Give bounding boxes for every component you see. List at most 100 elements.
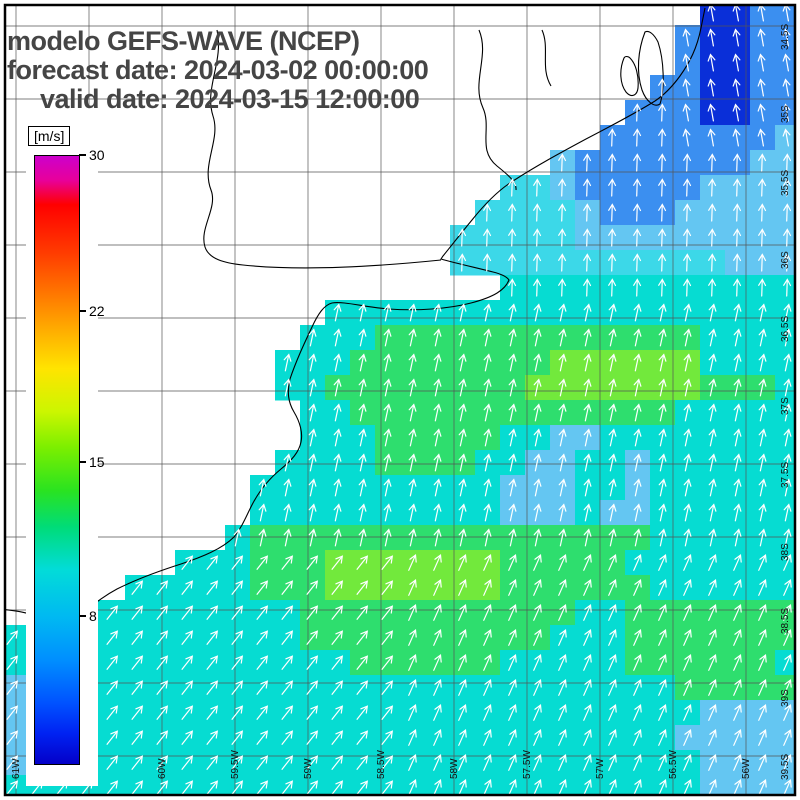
wind-arrow-icon	[331, 755, 344, 770]
wind-arrow-icon	[533, 478, 542, 497]
wave-cell	[575, 375, 601, 401]
wave-cell	[775, 200, 795, 226]
wave-cell	[575, 450, 601, 476]
wind-arrow-icon	[608, 303, 617, 322]
wind-arrow-icon	[356, 780, 369, 795]
wave-cell	[750, 525, 776, 551]
wind-arrow-icon	[256, 730, 269, 745]
wind-arrow-icon	[583, 353, 592, 372]
wind-arrow-icon	[106, 730, 119, 745]
wave-cell	[750, 275, 776, 301]
wind-arrow-icon	[231, 605, 244, 620]
wind-arrow-icon	[383, 453, 392, 472]
wave-cell	[575, 275, 601, 301]
wind-arrow-icon	[608, 228, 617, 247]
wave-cell	[400, 525, 426, 551]
wind-arrow-icon	[658, 403, 667, 422]
wave-cell	[650, 450, 676, 476]
wind-arrow-icon	[231, 630, 244, 645]
wind-arrow-icon	[558, 328, 567, 347]
wave-cell	[550, 175, 576, 201]
wave-cell	[650, 525, 676, 551]
wind-arrow-icon	[483, 453, 492, 472]
wind-arrow-icon	[156, 680, 169, 695]
wind-arrow-icon	[633, 278, 642, 297]
wind-arrow-icon	[533, 629, 542, 646]
wave-cell	[650, 375, 676, 401]
latitude-label: 36.5S	[780, 316, 791, 342]
wind-arrow-icon	[281, 655, 294, 670]
wind-arrow-icon	[508, 554, 517, 571]
wind-arrow-icon	[433, 403, 442, 422]
wind-arrow-icon	[483, 328, 492, 347]
wind-arrow-icon	[658, 478, 667, 497]
wind-arrow-icon	[558, 453, 567, 472]
wind-arrow-icon	[458, 604, 467, 621]
wave-cell	[750, 175, 776, 201]
wind-arrow-icon	[683, 629, 692, 646]
wave-cell	[600, 475, 626, 501]
wind-arrow-icon	[508, 779, 517, 795]
wind-arrow-icon	[708, 629, 717, 646]
wind-arrow-icon	[256, 655, 269, 670]
wave-cell	[500, 325, 526, 351]
wind-arrow-icon	[508, 303, 517, 322]
wind-arrow-icon	[608, 629, 617, 646]
wind-arrow-icon	[256, 680, 269, 695]
wind-arrow-icon	[682, 28, 691, 47]
wind-arrow-icon	[383, 428, 392, 447]
wind-arrow-icon	[508, 679, 517, 696]
wave-cell	[575, 500, 601, 526]
wave-cell	[150, 775, 176, 795]
wind-arrow-icon	[333, 503, 342, 522]
wind-arrow-icon	[783, 453, 792, 472]
wind-arrow-icon	[356, 755, 369, 770]
wind-arrow-icon	[356, 705, 369, 720]
wind-arrow-icon	[658, 654, 667, 671]
wind-arrow-icon	[483, 228, 492, 247]
wind-arrow-icon	[333, 478, 342, 497]
wave-cell	[250, 525, 276, 551]
wave-cell	[375, 375, 401, 401]
wind-arrow-icon	[558, 779, 567, 795]
wind-arrow-icon	[782, 103, 791, 122]
wave-cell	[425, 300, 451, 326]
wind-arrow-icon	[533, 528, 542, 547]
wind-arrow-icon	[533, 378, 542, 397]
wave-cell	[550, 275, 576, 301]
wind-arrow-icon	[231, 655, 244, 670]
wind-arrow-icon	[758, 378, 767, 397]
wave-cell	[475, 375, 501, 401]
wind-arrow-icon	[708, 779, 717, 795]
wave-cell	[350, 525, 376, 551]
longitude-label: 57W	[595, 758, 606, 779]
wind-arrow-icon	[508, 253, 517, 272]
wind-arrow-icon	[358, 478, 367, 497]
wave-cell	[325, 425, 351, 451]
wind-arrow-icon	[483, 654, 492, 671]
wind-arrow-icon	[281, 730, 294, 745]
wave-cell	[700, 500, 726, 526]
wind-arrow-icon	[758, 403, 767, 422]
wind-arrow-icon	[308, 453, 317, 472]
wind-arrow-icon	[308, 328, 317, 347]
wave-cell	[525, 200, 551, 226]
wind-arrow-icon	[408, 528, 417, 547]
wind-arrow-icon	[483, 503, 492, 522]
wind-arrow-icon	[708, 654, 717, 671]
wind-arrow-icon	[758, 654, 767, 671]
wind-arrow-icon	[683, 303, 692, 322]
wave-cell	[725, 475, 751, 501]
wave-cell	[375, 350, 401, 376]
wind-arrow-icon	[483, 779, 492, 795]
wave-cell	[575, 350, 601, 376]
wave-cell	[700, 225, 726, 251]
wave-cell	[775, 350, 795, 376]
wave-cell	[525, 475, 551, 501]
river-line	[478, 29, 517, 191]
wind-arrow-icon	[433, 579, 442, 596]
wave-cell	[725, 50, 751, 76]
wave-cell	[775, 25, 795, 51]
wind-arrow-icon	[708, 328, 717, 347]
